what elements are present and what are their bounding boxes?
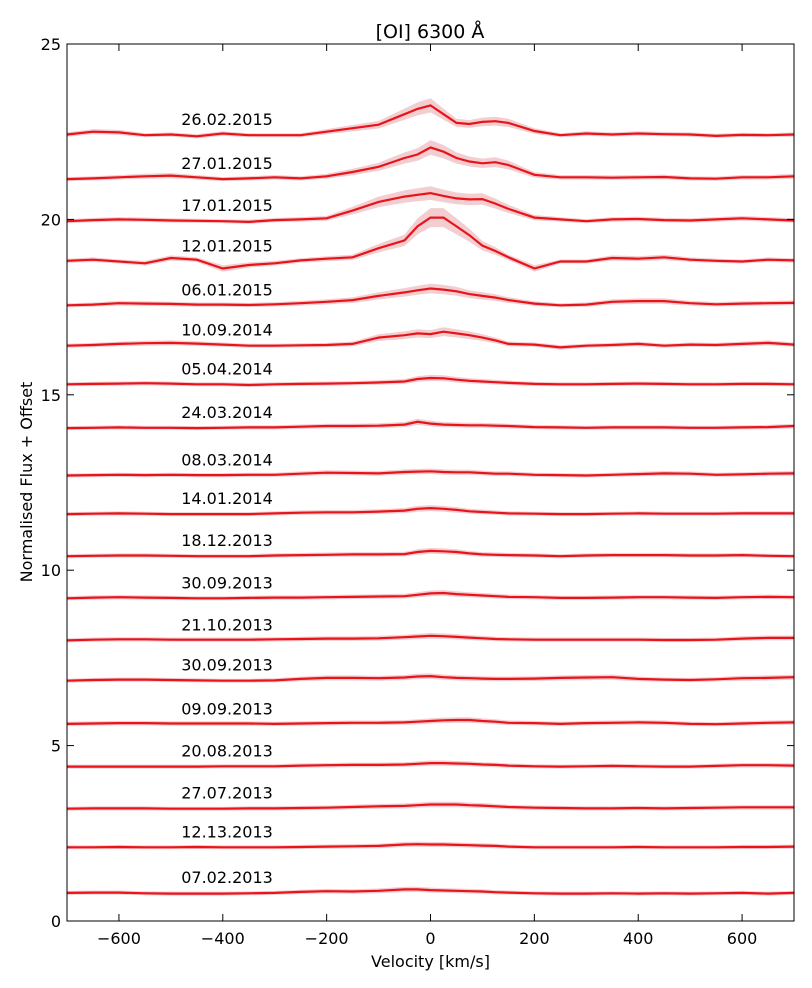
series-line-10 bbox=[66, 470, 795, 477]
series-line-0 bbox=[66, 888, 795, 895]
series-line-9 bbox=[66, 506, 794, 516]
date-label-18: 26.02.2015 bbox=[181, 110, 273, 129]
series-line-17 bbox=[66, 146, 795, 181]
date-label-5: 30.09.2013 bbox=[181, 656, 273, 675]
series-line-7 bbox=[66, 591, 795, 600]
x-tick-label-3: 0 bbox=[425, 929, 435, 948]
chart-title: [OI] 6300 Å bbox=[376, 20, 485, 43]
series-line-14 bbox=[66, 287, 795, 307]
series-line-3 bbox=[67, 762, 795, 768]
x-tick-label-2: −200 bbox=[305, 929, 349, 948]
date-label-14: 06.01.2015 bbox=[181, 280, 273, 299]
y-tick-label-3: 15 bbox=[41, 386, 61, 405]
date-label-12: 05.04.2014 bbox=[181, 359, 273, 378]
y-axis-ticks: 0 5 10 15 20 25 bbox=[41, 35, 794, 931]
series-line-11 bbox=[66, 420, 795, 430]
series-line-2 bbox=[66, 803, 794, 810]
y-tick-label-2: 10 bbox=[41, 561, 61, 580]
y-tick-label-5: 25 bbox=[41, 35, 61, 54]
x-tick-label-4: 200 bbox=[519, 929, 550, 948]
band-5 bbox=[67, 673, 794, 683]
series-line-8 bbox=[66, 549, 795, 558]
date-label-15: 12.01.2015 bbox=[181, 236, 273, 255]
y-axis-label: Normalised Flux + Offset bbox=[17, 382, 36, 583]
date-label-10: 08.03.2014 bbox=[181, 450, 273, 469]
x-tick-label-0: −600 bbox=[97, 929, 141, 948]
x-tick-label-6: 600 bbox=[727, 929, 758, 948]
series-line-6 bbox=[66, 634, 794, 642]
date-labels: 07.02.2013 12.13.2013 27.07.2013 20.08.2013… bbox=[181, 110, 273, 887]
band-13 bbox=[67, 327, 794, 350]
date-label-6: 21.10.2013 bbox=[181, 615, 273, 634]
date-label-13: 10.09.2014 bbox=[181, 321, 273, 340]
spectra-lines bbox=[66, 104, 795, 895]
series-line-4 bbox=[66, 718, 795, 726]
date-label-17: 27.01.2015 bbox=[181, 154, 273, 173]
x-tick-label-1: −400 bbox=[201, 929, 245, 948]
series-line-12 bbox=[66, 376, 795, 387]
y-tick-label-1: 5 bbox=[51, 737, 61, 756]
series-line-13 bbox=[66, 330, 795, 349]
y-tick-label-0: 0 bbox=[51, 912, 61, 931]
date-label-9: 14.01.2014 bbox=[181, 489, 273, 508]
date-label-0: 07.02.2013 bbox=[181, 868, 273, 887]
date-label-7: 30.09.2013 bbox=[181, 573, 273, 592]
date-label-4: 09.09.2013 bbox=[181, 700, 273, 719]
x-axis-ticks: −600 −400 −200 0 200 400 600 bbox=[97, 44, 757, 948]
series-line-16 bbox=[66, 191, 795, 224]
date-label-1: 12.13.2013 bbox=[181, 822, 273, 841]
band-15 bbox=[67, 208, 794, 272]
date-label-11: 24.03.2014 bbox=[181, 403, 273, 422]
x-tick-label-5: 400 bbox=[623, 929, 654, 948]
x-axis-label: Velocity [km/s] bbox=[371, 952, 490, 971]
date-label-3: 20.08.2013 bbox=[181, 742, 273, 761]
series-line-5 bbox=[66, 674, 795, 682]
y-tick-label-4: 20 bbox=[41, 210, 61, 229]
series-line-15 bbox=[66, 216, 795, 270]
series-line-1 bbox=[67, 843, 795, 849]
date-label-2: 27.07.2013 bbox=[181, 784, 273, 803]
series-line-18 bbox=[66, 104, 795, 138]
date-label-16: 17.01.2015 bbox=[181, 196, 273, 215]
date-label-8: 18.12.2013 bbox=[181, 531, 273, 550]
